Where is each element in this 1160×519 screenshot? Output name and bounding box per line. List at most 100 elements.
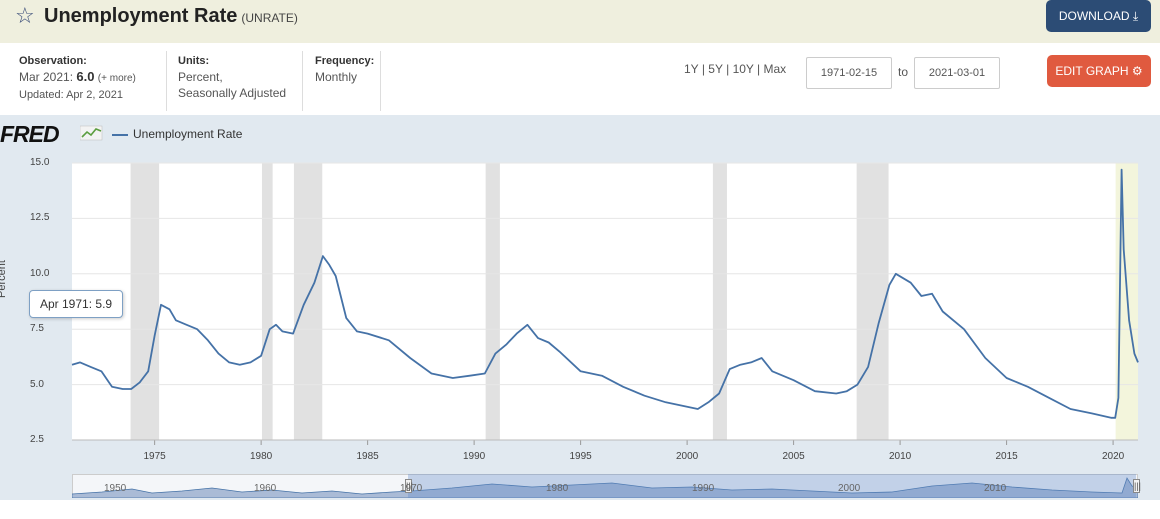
data-point[interactable]	[217, 352, 219, 354]
data-point[interactable]	[579, 370, 581, 372]
data-point[interactable]	[846, 390, 848, 392]
data-point[interactable]	[196, 328, 198, 330]
data-point[interactable]	[1048, 397, 1050, 399]
data-point[interactable]	[558, 350, 560, 352]
data-point[interactable]	[686, 406, 688, 408]
data-point[interactable]	[931, 293, 933, 295]
data-point[interactable]	[792, 379, 794, 381]
range-10y-button[interactable]: 10Y	[732, 62, 754, 76]
data-point[interactable]	[1117, 397, 1119, 399]
star-outline-icon[interactable]: ☆	[15, 4, 35, 29]
data-point[interactable]	[239, 363, 241, 365]
data-point[interactable]	[697, 408, 699, 410]
data-point[interactable]	[771, 370, 773, 372]
data-point[interactable]	[494, 352, 496, 354]
series-line[interactable]	[71, 168, 1139, 419]
data-point[interactable]	[1120, 168, 1122, 170]
data-point[interactable]	[707, 401, 709, 403]
observation-more-link[interactable]: (+ more)	[97, 73, 136, 84]
data-point[interactable]	[452, 377, 454, 379]
data-point[interactable]	[835, 392, 837, 394]
data-point[interactable]	[1123, 248, 1125, 250]
range-5y-button[interactable]: 5Y	[708, 62, 723, 76]
download-button[interactable]: DOWNLOAD ⤓	[1046, 0, 1151, 32]
data-point[interactable]	[328, 264, 330, 266]
data-point[interactable]	[1114, 417, 1116, 419]
data-point[interactable]	[1005, 377, 1007, 379]
data-point[interactable]	[643, 394, 645, 396]
data-point[interactable]	[281, 330, 283, 332]
plot-area[interactable]	[72, 163, 1138, 440]
data-point[interactable]	[160, 304, 162, 306]
data-point[interactable]	[910, 281, 912, 283]
data-point[interactable]	[147, 370, 149, 372]
data-point[interactable]	[249, 361, 251, 363]
data-point[interactable]	[888, 284, 890, 286]
data-point[interactable]	[121, 388, 123, 390]
data-point[interactable]	[313, 281, 315, 283]
data-point[interactable]	[760, 357, 762, 359]
data-point[interactable]	[275, 324, 277, 326]
navigator-right-handle[interactable]: |||	[1133, 479, 1142, 493]
data-point[interactable]	[388, 339, 390, 341]
data-point[interactable]	[185, 324, 187, 326]
end-date-input[interactable]: 2021-03-01	[914, 57, 1000, 89]
range-max-button[interactable]: Max	[763, 62, 787, 76]
data-point[interactable]	[168, 308, 170, 310]
data-point[interactable]	[334, 275, 336, 277]
data-point[interactable]	[1133, 352, 1135, 354]
navigator-selection[interactable]	[408, 474, 1136, 498]
start-date-input[interactable]: 1971-02-15	[806, 57, 892, 89]
data-point[interactable]	[984, 357, 986, 359]
data-point[interactable]	[718, 392, 720, 394]
data-point[interactable]	[71, 363, 73, 365]
data-point[interactable]	[292, 332, 294, 334]
data-point[interactable]	[963, 328, 965, 330]
data-point[interactable]	[1091, 412, 1093, 414]
data-point[interactable]	[739, 363, 741, 365]
data-point[interactable]	[409, 357, 411, 359]
data-point[interactable]	[430, 372, 432, 374]
data-point[interactable]	[469, 375, 471, 377]
data-point[interactable]	[516, 332, 518, 334]
data-point[interactable]	[366, 332, 368, 334]
data-point[interactable]	[526, 324, 528, 326]
data-point[interactable]	[303, 304, 305, 306]
data-point[interactable]	[90, 366, 92, 368]
data-point[interactable]	[856, 383, 858, 385]
data-point[interactable]	[356, 330, 358, 332]
data-point[interactable]	[867, 366, 869, 368]
data-point[interactable]	[750, 361, 752, 363]
data-point[interactable]	[322, 255, 324, 257]
data-point[interactable]	[505, 344, 507, 346]
data-point[interactable]	[665, 401, 667, 403]
data-point[interactable]	[175, 319, 177, 321]
data-point[interactable]	[1027, 386, 1029, 388]
edit-graph-button[interactable]: EDIT GRAPH ⚙	[1047, 55, 1151, 87]
data-point[interactable]	[601, 375, 603, 377]
data-point[interactable]	[153, 335, 155, 337]
fred-logo[interactable]: FRED	[0, 121, 60, 147]
data-point[interactable]	[895, 273, 897, 275]
data-point[interactable]	[814, 390, 816, 392]
data-point[interactable]	[1128, 319, 1130, 321]
data-point[interactable]	[878, 321, 880, 323]
data-point[interactable]	[1110, 417, 1112, 419]
data-point[interactable]	[537, 337, 539, 339]
data-point[interactable]	[920, 295, 922, 297]
data-point[interactable]	[130, 388, 132, 390]
data-point[interactable]	[260, 355, 262, 357]
data-point[interactable]	[622, 386, 624, 388]
data-point[interactable]	[547, 341, 549, 343]
data-point[interactable]	[100, 370, 102, 372]
data-point[interactable]	[1137, 361, 1139, 363]
range-1y-button[interactable]: 1Y	[684, 62, 699, 76]
data-point[interactable]	[345, 317, 347, 319]
legend-label[interactable]: Unemployment Rate	[133, 127, 243, 141]
data-point[interactable]	[1069, 408, 1071, 410]
data-point[interactable]	[484, 372, 486, 374]
data-point[interactable]	[139, 381, 141, 383]
navigator-left-handle[interactable]: |||	[405, 479, 414, 493]
data-point[interactable]	[111, 386, 113, 388]
data-point[interactable]	[79, 361, 81, 363]
